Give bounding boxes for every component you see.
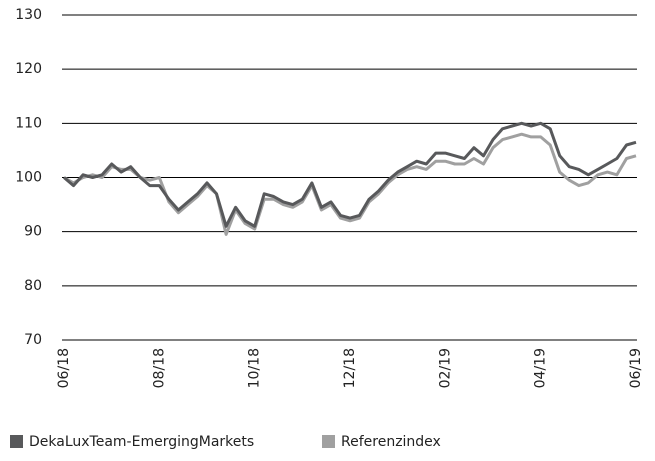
x-tick-label: 04/19 bbox=[533, 348, 549, 388]
legend-label: DekaLuxTeam-EmergingMarkets bbox=[29, 434, 254, 450]
legend-swatch bbox=[10, 435, 23, 448]
x-tick-label: 06/19 bbox=[628, 348, 644, 388]
y-tick-label: 110 bbox=[15, 115, 42, 131]
legend-label: Referenzindex bbox=[341, 434, 441, 450]
y-tick-label: 70 bbox=[24, 332, 42, 348]
x-tick-label: 12/18 bbox=[342, 348, 358, 388]
y-tick-label: 80 bbox=[24, 278, 42, 294]
legend-swatch bbox=[322, 435, 335, 448]
x-tick-label: 08/18 bbox=[151, 348, 167, 388]
y-tick-label: 90 bbox=[24, 224, 42, 240]
y-tick-label: 120 bbox=[15, 61, 42, 77]
series-line bbox=[63, 132, 637, 236]
y-tick-label: 130 bbox=[15, 7, 42, 23]
x-tick-label: 06/18 bbox=[56, 348, 72, 388]
y-tick-label: 100 bbox=[15, 170, 42, 186]
x-tick-label: 10/18 bbox=[247, 348, 263, 388]
x-tick-label: 02/19 bbox=[437, 348, 453, 388]
series-line bbox=[63, 121, 637, 228]
